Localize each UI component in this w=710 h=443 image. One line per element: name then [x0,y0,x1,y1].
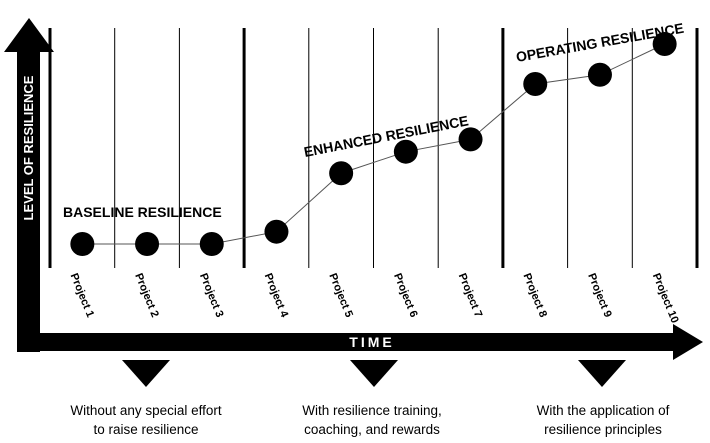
data-points [70,32,677,256]
series-line [82,43,665,245]
caption-operating: With the application of resilience princ… [493,401,710,439]
x-tick-label: Project 1 [68,272,97,320]
caption-operating-line2: resilience principles [544,422,662,437]
caption-baseline-line2: to raise resilience [93,422,199,437]
x-axis-arrowhead [673,324,703,360]
x-tick-label: Project 8 [520,272,549,320]
x-tick-label: Project 4 [262,272,291,320]
caption-operating-line1: With the application of [536,403,670,418]
data-point [523,72,548,96]
phase-marker-enhanced [350,360,398,387]
x-tick-label: Project 2 [132,272,161,320]
x-tick-label: Project 5 [326,272,355,320]
caption-baseline: Without any special effort to raise resi… [36,401,256,439]
caption-baseline-line1: Without any special effort [70,403,222,418]
x-tick-label: Project 3 [197,272,226,320]
caption-enhanced-line2: coaching, and rewards [304,422,440,437]
x-tick-label: Project 6 [391,272,420,320]
x-axis-bar [17,333,675,351]
x-tick-label: Project 9 [585,272,614,320]
data-point [264,219,289,244]
x-tick-label: Project 10 [650,272,681,325]
caption-enhanced-line1: With resilience training, [302,403,442,418]
x-tick-label: Project 7 [456,272,485,320]
x-axis-label: TIME [349,334,394,350]
data-point [587,62,612,87]
data-point [458,127,483,152]
data-point [329,161,354,186]
gridlines [48,28,699,268]
data-point [199,232,224,256]
data-point [652,32,677,56]
data-point [70,232,95,256]
y-axis-arrowhead [4,18,54,52]
tick-labels: Project 1 Project 2 Project 3 Project 4 Proj… [68,272,681,325]
phase-label-baseline: BASELINE RESILIENCE [63,204,222,220]
phase-marker-baseline [122,360,170,387]
phase-label-enhanced: ENHANCED RESILIENCE [303,112,470,160]
phase-marker-operating [578,360,626,387]
y-axis-label: LEVEL OF RESILIENCE [21,75,36,220]
data-point [135,232,160,256]
caption-enhanced: With resilience training, coaching, and … [262,401,482,439]
y-axis-bar [17,52,40,352]
data-point [393,139,418,164]
